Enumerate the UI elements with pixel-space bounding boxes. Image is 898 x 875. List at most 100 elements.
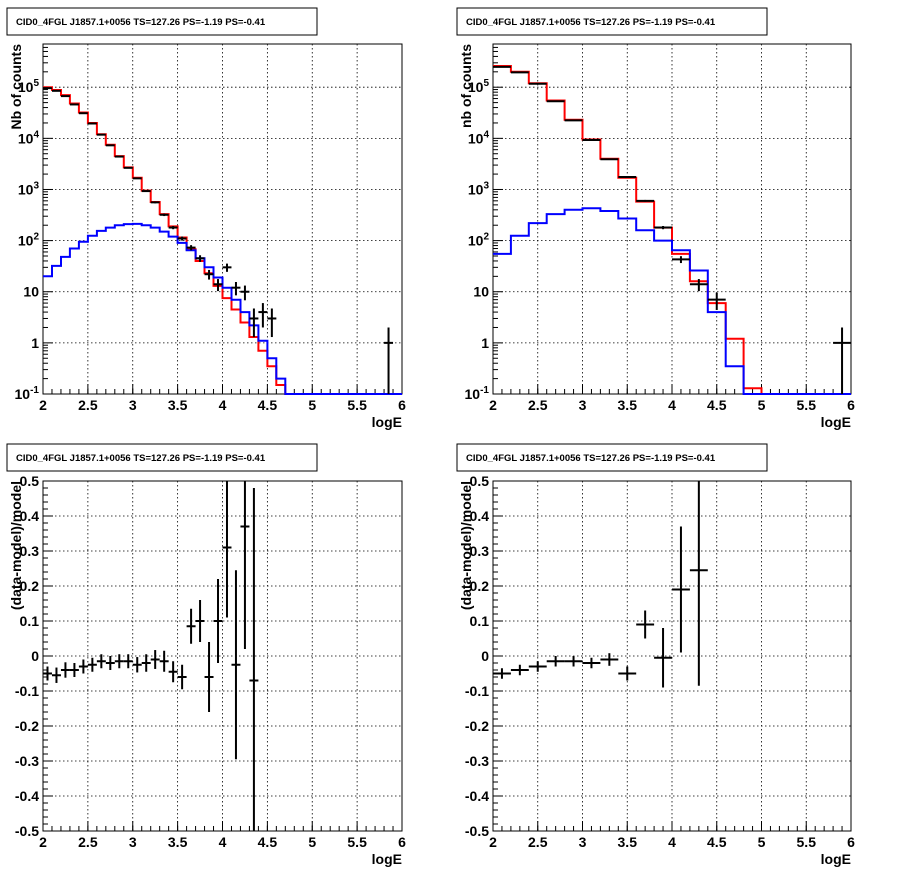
x-tick-label: 6 [847, 834, 855, 850]
data-point [707, 292, 726, 310]
x-tick-label: 4 [219, 834, 227, 850]
x-tick-label: 4.5 [258, 397, 278, 413]
x-axis-label: logE [821, 414, 851, 430]
data-point [141, 654, 151, 672]
y-tick-label: 105 [468, 78, 490, 95]
data-point [159, 213, 169, 217]
y-axis-label: (data-model)/model [458, 481, 474, 610]
y-tick-label: -0.2 [15, 718, 39, 734]
x-tick-label: 2 [39, 834, 47, 850]
data-point [240, 481, 250, 649]
data-point [689, 279, 708, 292]
x-tick-label: 5 [308, 397, 316, 413]
y-tick-label: -0.5 [15, 823, 39, 839]
data-point [636, 199, 655, 202]
data-point [546, 656, 565, 667]
data-point [231, 282, 241, 296]
x-tick-label: 4 [219, 397, 227, 413]
model-histogram-blue [493, 207, 851, 395]
data-point [600, 653, 619, 666]
data-point [87, 657, 97, 672]
data-point [51, 667, 61, 683]
y-axis-label: (data-model)/model [8, 481, 24, 610]
x-tick-label: 2.5 [78, 834, 98, 850]
y-tick-label: 0.2 [20, 578, 40, 594]
data-point [249, 488, 259, 831]
data-point [654, 226, 672, 230]
x-tick-label: 4.5 [258, 834, 278, 850]
x-axis-label: logE [821, 851, 851, 867]
data-point [240, 285, 250, 301]
model-histogram-blue [43, 222, 402, 395]
y-tick-label: 0 [481, 648, 489, 664]
y-tick-label: -0.4 [465, 788, 489, 804]
data-point [114, 155, 124, 158]
data-point [195, 600, 205, 642]
data-point [60, 662, 70, 678]
data-point [528, 661, 547, 672]
data-point [168, 226, 178, 230]
x-tick-label: 3 [129, 834, 137, 850]
x-tick-label: 5.5 [347, 834, 367, 850]
data-point [150, 650, 160, 669]
x-tick-label: 2 [489, 834, 497, 850]
y-tick-label: 1 [481, 335, 489, 351]
x-tick-label: 2 [39, 397, 47, 413]
data-point [150, 201, 160, 204]
x-tick-label: 5.5 [797, 397, 817, 413]
data-points [43, 481, 259, 831]
x-axis-label: logE [372, 414, 402, 430]
x-tick-label: 5.5 [797, 834, 817, 850]
title-box [456, 7, 768, 36]
y-tick-label: -0.5 [465, 823, 489, 839]
chart-title: CID0_4FGL J1857.1+0056 TS=127.26 PS=-1.1… [16, 17, 266, 28]
x-tick-label: 5 [308, 834, 316, 850]
data-point [258, 303, 268, 328]
x-tick-label: 6 [398, 397, 406, 413]
data-point [618, 666, 637, 681]
data-point [672, 526, 690, 653]
x-tick-label: 2.5 [78, 397, 98, 413]
x-tick-label: 2.5 [528, 834, 548, 850]
data-point [213, 279, 223, 292]
x-tick-label: 3 [129, 397, 137, 413]
y-tick-label: -0.1 [465, 683, 489, 699]
x-tick-label: 2 [489, 397, 497, 413]
y-tick-label: 0.3 [470, 543, 490, 559]
title-box [6, 7, 318, 36]
y-tick-label: 0.5 [470, 473, 490, 489]
data-point [186, 245, 196, 251]
data-point [222, 263, 232, 272]
data-point [123, 654, 133, 669]
y-tick-label: 105 [18, 78, 40, 95]
data-point [105, 656, 115, 670]
data-point [618, 176, 637, 179]
y-tick-label: -0.3 [465, 753, 489, 769]
data-point [177, 236, 187, 241]
x-tick-label: 3.5 [618, 834, 638, 850]
y-tick-label: 0.4 [20, 508, 40, 524]
chart-panel-4: CID0_4FGL J1857.1+0056 TS=127.26 PS=-1.1… [456, 443, 855, 867]
data-point [833, 327, 851, 394]
y-tick-label: -0.1 [15, 683, 39, 699]
y-tick-label: 0.2 [470, 578, 490, 594]
x-tick-label: 3 [579, 397, 587, 413]
chart-panel-1: CID0_4FGL J1857.1+0056 TS=127.26 PS=-1.1… [6, 7, 406, 430]
data-point [582, 657, 601, 669]
y-tick-label: -0.2 [465, 718, 489, 734]
chart-panel-2: CID0_4FGL J1857.1+0056 TS=127.26 PS=-1.1… [456, 7, 855, 430]
data-point [222, 481, 232, 618]
data-point [159, 650, 169, 672]
data-point [249, 308, 259, 338]
chart-title: CID0_4FGL J1857.1+0056 TS=127.26 PS=-1.1… [16, 453, 266, 464]
y-tick-label: 0 [31, 648, 39, 664]
y-tick-label: 103 [468, 180, 490, 197]
title-box [456, 443, 768, 472]
data-point [231, 570, 241, 760]
data-points [493, 65, 851, 394]
data-point [132, 177, 142, 180]
y-axis-label: Nb of counts [8, 44, 24, 130]
data-point [213, 579, 223, 663]
chart-title: CID0_4FGL J1857.1+0056 TS=127.26 PS=-1.1… [466, 17, 716, 28]
